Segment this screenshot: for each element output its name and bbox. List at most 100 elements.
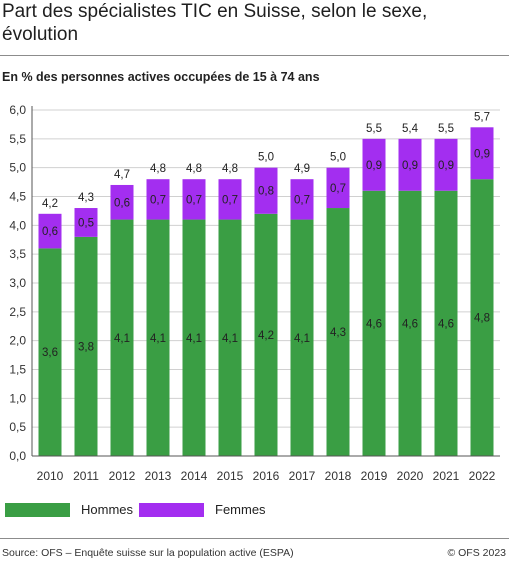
footer-divider bbox=[0, 538, 509, 539]
data-label-femmes: 0,7 bbox=[150, 194, 166, 206]
title-divider bbox=[0, 55, 509, 56]
y-tick-label: 0,0 bbox=[9, 449, 26, 463]
data-label-femmes: 0,7 bbox=[186, 194, 202, 206]
y-tick-label: 3,5 bbox=[9, 247, 26, 261]
bar-femmes bbox=[182, 179, 206, 220]
data-label-hommes: 4,8 bbox=[474, 313, 490, 325]
data-label-hommes: 4,1 bbox=[186, 333, 202, 345]
bar-femmes bbox=[362, 138, 386, 191]
legend-item-hommes: Hommes bbox=[5, 502, 133, 517]
bar-femmes bbox=[398, 138, 422, 191]
bar-hommes bbox=[398, 190, 422, 456]
x-tick-label: 2012 bbox=[109, 469, 136, 483]
y-tick-label: 1,0 bbox=[9, 391, 26, 405]
chart-title: Part des spécialistes TIC en Suisse, sel… bbox=[2, 1, 428, 45]
data-label-femmes: 0,6 bbox=[42, 226, 58, 238]
data-label-hommes: 4,6 bbox=[438, 318, 454, 330]
bar-hommes bbox=[254, 213, 278, 456]
y-tick-label: 2,0 bbox=[9, 334, 26, 348]
data-label-hommes: 4,1 bbox=[222, 333, 238, 345]
bar-hommes bbox=[290, 219, 314, 456]
data-label-hommes: 3,6 bbox=[42, 347, 58, 359]
bar-femmes bbox=[254, 167, 278, 214]
data-labels: 3,6 0,6 4,2 3,8 0,5 4,3 4,1 0,6 4,7 4,1 0,7 4,8 4,1 0… bbox=[42, 111, 490, 359]
bar-hommes bbox=[38, 248, 62, 456]
bar-femmes bbox=[434, 138, 458, 191]
y-tick-label: 1,5 bbox=[9, 363, 26, 377]
bar-hommes bbox=[182, 219, 206, 456]
data-label-hommes: 4,6 bbox=[402, 318, 418, 330]
legend-swatch-femmes bbox=[139, 502, 204, 517]
data-label-femmes: 0,9 bbox=[474, 148, 490, 160]
data-label-total: 4,8 bbox=[150, 163, 166, 175]
data-label-total: 4,9 bbox=[294, 163, 310, 175]
data-label-total: 4,8 bbox=[186, 163, 202, 175]
legend-label-hommes: Hommes bbox=[81, 502, 134, 517]
x-tick-label: 2014 bbox=[181, 469, 208, 483]
source-note: Source: OFS – Enquête suisse sur la popu… bbox=[2, 547, 294, 559]
data-label-femmes: 0,7 bbox=[330, 183, 346, 195]
data-label-total: 4,3 bbox=[78, 192, 94, 204]
x-tick-label: 2011 bbox=[73, 469, 99, 483]
bar-femmes bbox=[470, 127, 494, 180]
data-label-femmes: 0,8 bbox=[258, 186, 274, 198]
bar-femmes bbox=[290, 179, 314, 220]
y-tick-label: 5,5 bbox=[9, 132, 26, 146]
bar-hommes bbox=[110, 219, 134, 456]
y-tick-label: 5,0 bbox=[9, 161, 26, 175]
x-tick-label: 2021 bbox=[433, 469, 460, 483]
data-label-hommes: 4,1 bbox=[294, 333, 310, 345]
bar-femmes bbox=[74, 208, 98, 237]
bar-femmes bbox=[146, 179, 170, 220]
y-tick-label: 0,5 bbox=[9, 420, 26, 434]
bar-hommes bbox=[74, 236, 98, 456]
data-label-total: 4,2 bbox=[42, 198, 58, 210]
data-label-hommes: 4,6 bbox=[366, 318, 382, 330]
legend-swatch-hommes bbox=[5, 502, 70, 517]
bar-femmes bbox=[38, 213, 62, 249]
legend-label-femmes: Femmes bbox=[215, 502, 266, 517]
data-label-total: 5,5 bbox=[366, 123, 382, 135]
y-tick-label: 3,0 bbox=[9, 276, 26, 290]
bar-hommes bbox=[218, 219, 242, 456]
x-tick-label: 2010 bbox=[37, 469, 64, 483]
data-label-femmes: 0,7 bbox=[294, 194, 310, 206]
bars bbox=[38, 127, 494, 456]
x-tick-label: 2017 bbox=[289, 469, 316, 483]
x-tick-label: 2019 bbox=[361, 469, 388, 483]
data-label-total: 5,4 bbox=[402, 123, 419, 135]
data-label-hommes: 4,1 bbox=[150, 333, 166, 345]
data-label-femmes: 0,5 bbox=[78, 217, 94, 229]
bar-hommes bbox=[146, 219, 170, 456]
bar-hommes bbox=[362, 190, 386, 456]
bar-femmes bbox=[218, 179, 242, 220]
x-tick-label: 2020 bbox=[397, 469, 424, 483]
y-tick-label: 6,0 bbox=[9, 103, 26, 117]
bar-hommes bbox=[470, 179, 494, 456]
data-label-femmes: 0,9 bbox=[366, 160, 382, 172]
stacked-bar-chart: 3,60,64,23,80,54,34,10,64,74,10,74,84,10… bbox=[9, 103, 500, 483]
y-tick-label: 4,0 bbox=[9, 218, 26, 232]
x-tick-label: 2018 bbox=[325, 469, 352, 483]
bar-femmes bbox=[110, 184, 134, 220]
data-label-total: 5,5 bbox=[438, 123, 454, 135]
data-label-hommes: 4,2 bbox=[258, 330, 274, 342]
data-label-femmes: 0,6 bbox=[114, 197, 130, 209]
data-label-femmes: 0,9 bbox=[402, 160, 418, 172]
axes: 0,0 0,5 1,0 1,5 2,0 2,5 3,0 3,5 4,0 4,5 5,0 5,5 6,0 2… bbox=[9, 103, 500, 483]
y-tick-label: 4,5 bbox=[9, 190, 26, 204]
data-label-hommes: 4,3 bbox=[330, 327, 346, 339]
copyright-note: © OFS 2023 bbox=[447, 547, 506, 559]
data-label-hommes: 4,1 bbox=[114, 333, 130, 345]
data-label-total: 5,0 bbox=[258, 152, 274, 164]
legend-item-femmes: Femmes bbox=[139, 502, 266, 517]
bar-hommes bbox=[434, 190, 458, 456]
x-tick-label: 2016 bbox=[253, 469, 280, 483]
data-label-femmes: 0,9 bbox=[438, 160, 454, 172]
data-label-total: 4,8 bbox=[222, 163, 238, 175]
bar-hommes bbox=[326, 208, 350, 456]
chart-subtitle: En % des personnes actives occupées de 1… bbox=[2, 70, 320, 84]
data-label-total: 5,0 bbox=[330, 152, 346, 164]
data-label-total: 4,7 bbox=[114, 169, 130, 181]
x-tick-label: 2015 bbox=[217, 469, 244, 483]
